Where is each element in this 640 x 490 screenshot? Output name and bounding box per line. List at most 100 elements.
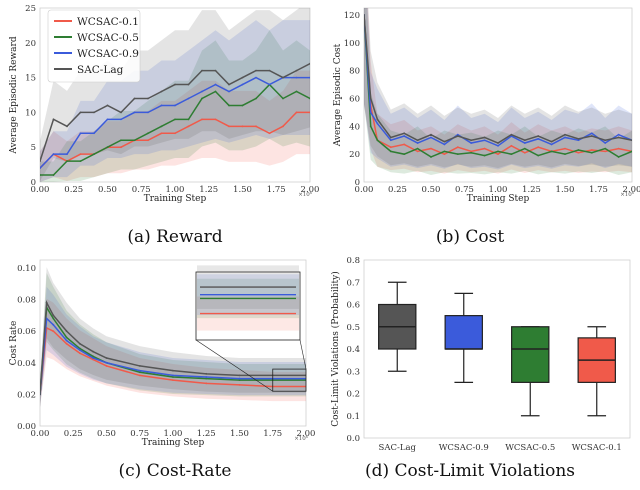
point-SAC-Lag bbox=[187, 83, 190, 86]
chart-d: 0.0 0.1 0.2 0.3 0.4 0.5 0.6 0.7 0.8 Cost-Limit Vi… bbox=[330, 256, 631, 453]
point-WCSAC-0.1 bbox=[205, 382, 208, 385]
y-tick-label: 100 bbox=[344, 39, 360, 49]
point-SAC-Lag bbox=[416, 139, 419, 142]
point-WCSAC-0.1 bbox=[309, 111, 310, 114]
y-tick-label: 40 bbox=[349, 122, 360, 132]
point-WCSAC-0.5 bbox=[523, 147, 526, 150]
y-tick-label: 0.0 bbox=[346, 434, 360, 444]
zoom-region bbox=[272, 368, 307, 392]
point-WCSAC-0.9 bbox=[92, 357, 95, 359]
point-WCSAC-0.1 bbox=[403, 143, 406, 146]
x-tick-label: 2.00 bbox=[623, 185, 640, 195]
point-WCSAC-0.1 bbox=[92, 358, 95, 361]
point-WCSAC-0.5 bbox=[52, 317, 55, 320]
point-WCSAC-0.9 bbox=[403, 135, 406, 137]
point-SAC-Lag bbox=[282, 76, 284, 79]
point-WCSAC-0.5 bbox=[537, 154, 540, 157]
point-WCSAC-0.9 bbox=[309, 76, 310, 79]
point-WCSAC-0.1 bbox=[79, 153, 82, 156]
point-WCSAC-0.5 bbox=[430, 156, 432, 158]
point-WCSAC-0.5 bbox=[120, 139, 122, 142]
point-WCSAC-0.5 bbox=[309, 97, 310, 100]
point-SAC-Lag bbox=[590, 135, 593, 137]
x-tick-label: 0.75 bbox=[132, 185, 151, 195]
point-WCSAC-0.5 bbox=[456, 153, 459, 156]
point-WCSAC-0.5 bbox=[389, 150, 392, 153]
band-SAC-Lag bbox=[40, 8, 310, 181]
point-WCSAC-0.9 bbox=[66, 153, 68, 156]
point-WCSAC-0.9 bbox=[147, 111, 149, 114]
point-WCSAC-0.5 bbox=[147, 132, 149, 135]
point-WCSAC-0.9 bbox=[416, 142, 419, 144]
point-WCSAC-0.9 bbox=[376, 122, 379, 125]
point-WCSAC-0.1 bbox=[120, 146, 122, 149]
point-WCSAC-0.9 bbox=[255, 76, 257, 79]
point-SAC-Lag bbox=[430, 133, 432, 136]
y-tick-label: 0.10 bbox=[17, 264, 36, 274]
y-tick-label: 20 bbox=[25, 39, 36, 49]
y-axis-label: Average Episodic Cost bbox=[333, 43, 343, 147]
legend-box bbox=[47, 9, 141, 83]
point-WCSAC-0.1 bbox=[160, 132, 163, 135]
point-SAC-Lag bbox=[470, 139, 473, 142]
point-WCSAC-0.5 bbox=[403, 153, 406, 156]
legend-label-WCSAC-0.9: WCSAC-0.9 bbox=[77, 48, 139, 60]
x-tick-label: 0.00 bbox=[355, 185, 374, 195]
point-SAC-Lag bbox=[369, 97, 372, 100]
point-SAC-Lag bbox=[174, 83, 176, 86]
point-WCSAC-0.1 bbox=[238, 383, 241, 386]
point-WCSAC-0.5 bbox=[416, 147, 419, 150]
point-SAC-Lag bbox=[403, 132, 406, 135]
point-SAC-Lag bbox=[376, 118, 379, 121]
y-tick-label: 0.5 bbox=[346, 323, 360, 333]
point-WCSAC-0.9 bbox=[497, 144, 499, 147]
point-WCSAC-0.9 bbox=[537, 137, 540, 140]
point-SAC-Lag bbox=[268, 69, 271, 72]
point-WCSAC-0.5 bbox=[93, 153, 95, 156]
point-WCSAC-0.9 bbox=[106, 118, 109, 121]
point-WCSAC-0.1 bbox=[241, 125, 244, 128]
x-scale-note: ×10⁶ bbox=[620, 191, 635, 198]
point-WCSAC-0.1 bbox=[268, 132, 271, 135]
point-WCSAC-0.5 bbox=[228, 104, 230, 107]
point-SAC-Lag bbox=[79, 342, 81, 345]
point-WCSAC-0.5 bbox=[604, 147, 607, 150]
y-tick-label: 10 bbox=[25, 108, 36, 118]
x-tick-label: 1.00 bbox=[164, 429, 183, 439]
y-tick-label: 5 bbox=[31, 143, 36, 153]
y-tick-label: 0.00 bbox=[17, 422, 36, 432]
x-tick-label: 1.50 bbox=[233, 185, 252, 195]
x-scale-note: ×10⁶ bbox=[294, 435, 309, 442]
x-tick-label: 1.25 bbox=[199, 185, 218, 195]
caption-c: (c) Cost-Rate bbox=[119, 461, 232, 481]
x-tick-label: WCSAC-0.1 bbox=[572, 443, 622, 453]
band-SAC-Lag bbox=[40, 267, 306, 408]
point-SAC-Lag bbox=[550, 140, 553, 143]
point-WCSAC-0.9 bbox=[430, 136, 432, 139]
point-WCSAC-0.9 bbox=[241, 83, 244, 86]
point-SAC-Lag bbox=[564, 133, 566, 136]
point-WCSAC-0.5 bbox=[255, 97, 257, 100]
x-tick-label: 1.75 bbox=[589, 185, 608, 195]
point-WCSAC-0.9 bbox=[120, 118, 122, 121]
point-SAC-Lag bbox=[92, 350, 95, 353]
point-SAC-Lag bbox=[160, 90, 163, 93]
point-WCSAC-0.9 bbox=[389, 139, 392, 142]
x-tick-label: WCSAC-0.5 bbox=[505, 443, 555, 453]
point-WCSAC-0.9 bbox=[604, 142, 607, 144]
x-axis-label: Training Step bbox=[467, 194, 530, 204]
point-WCSAC-0.1 bbox=[456, 146, 459, 149]
point-WCSAC-0.9 bbox=[470, 142, 473, 144]
point-SAC-Lag bbox=[523, 139, 526, 142]
y-tick-label: 0.4 bbox=[346, 345, 360, 355]
point-WCSAC-0.5 bbox=[282, 97, 284, 100]
point-SAC-Lag bbox=[65, 330, 68, 333]
point-WCSAC-0.5 bbox=[497, 150, 499, 153]
point-WCSAC-0.5 bbox=[590, 151, 593, 154]
point-SAC-Lag bbox=[214, 69, 217, 72]
point-WCSAC-0.9 bbox=[268, 83, 271, 86]
chart-a: 0.00 0.25 0.50 0.75 1.00 1.25 1.50 1.75 2.00 0 5 10… bbox=[9, 4, 319, 204]
point-WCSAC-0.9 bbox=[79, 132, 82, 135]
point-WCSAC-0.9 bbox=[228, 90, 230, 93]
x-tick-label: 1.25 bbox=[522, 185, 541, 195]
